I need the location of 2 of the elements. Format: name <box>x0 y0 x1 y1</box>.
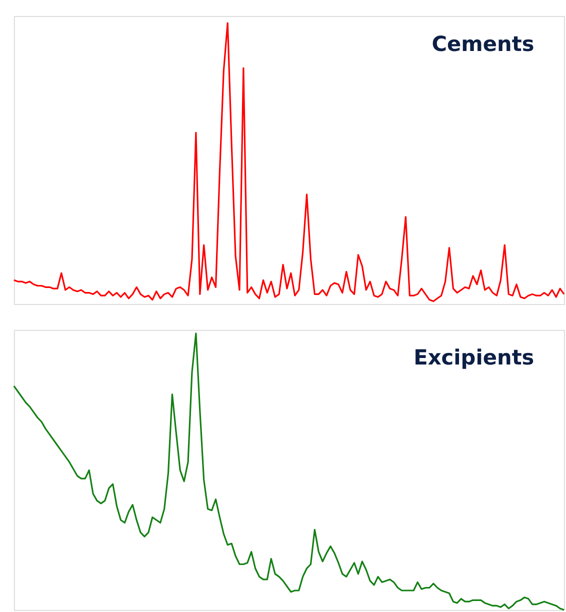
chart-title: Cements <box>432 32 534 56</box>
text: Excipients <box>414 346 534 370</box>
